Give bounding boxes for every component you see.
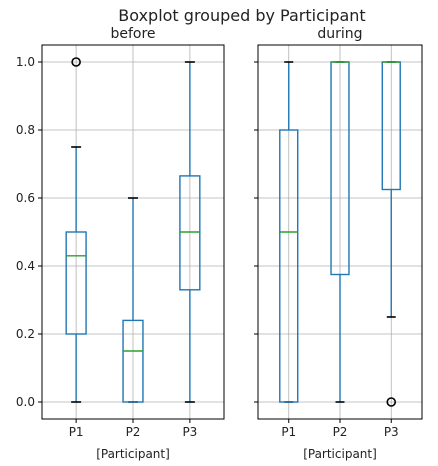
x-tick-label: P2 — [333, 425, 348, 439]
panel-title: during — [317, 26, 362, 42]
y-tick-label: 0.4 — [16, 259, 35, 273]
x-tick-label: P3 — [384, 425, 399, 439]
outlier-point — [71, 57, 81, 67]
x-tick-label: P2 — [126, 425, 141, 439]
x-axis-label: [Participant] — [303, 447, 377, 461]
panel-title: before — [110, 26, 155, 42]
x-tick-label: P3 — [182, 425, 197, 439]
outlier-point — [386, 397, 397, 407]
box-iqr — [122, 319, 144, 403]
panel-during: P1 P2 P3 during [Participant] — [254, 26, 423, 461]
box-iqr — [65, 231, 87, 335]
box-iqr — [179, 175, 201, 291]
y-tick-label: 0.0 — [16, 395, 35, 409]
y-tick-label: 0.2 — [16, 327, 35, 341]
panel-before: P1 P2 P3 0.0 0.2 0.4 0.6 0.8 1.0 before [Participa… — [16, 26, 225, 461]
y-tick-label: 0.6 — [16, 191, 35, 205]
x-tick-label: P1 — [69, 425, 84, 439]
figure-suptitle: Boxplot grouped by Participant — [118, 6, 365, 25]
x-axis-label: [Participant] — [96, 447, 170, 461]
box-iqr — [279, 129, 299, 403]
axes-frame — [41, 44, 225, 420]
axes-frame — [257, 44, 423, 420]
x-tick-label: P1 — [281, 425, 296, 439]
y-tick-label: 0.8 — [16, 123, 35, 137]
y-tick-label: 1.0 — [16, 55, 35, 69]
